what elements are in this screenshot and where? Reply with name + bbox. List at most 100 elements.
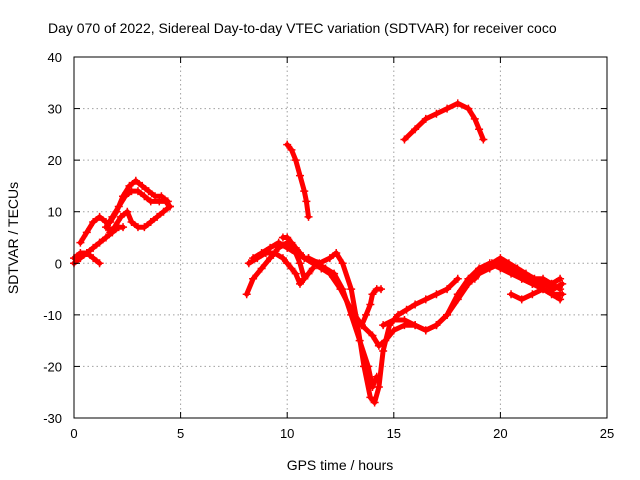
data-point: [82, 248, 91, 257]
data-point: [249, 274, 258, 283]
data-point: [432, 290, 441, 299]
data-point: [287, 145, 296, 154]
series-arc4: [106, 176, 172, 227]
data-point: [244, 259, 253, 268]
data-point: [400, 316, 409, 325]
data-point: [362, 310, 371, 319]
series-line: [402, 100, 486, 142]
data-point: [140, 192, 149, 201]
data-point: [368, 290, 377, 299]
data-point: [496, 259, 505, 268]
plot-frame: [73, 56, 608, 419]
data-point: [421, 295, 430, 304]
data-point: [242, 290, 251, 299]
series-arc11: [304, 248, 462, 407]
y-tick-label: -30: [43, 411, 62, 426]
series-arc5: [70, 248, 104, 268]
data-point: [558, 279, 567, 288]
data-point: [556, 295, 565, 304]
x-tick-label: 25: [600, 426, 614, 441]
data-point: [127, 218, 136, 227]
data-point: [432, 109, 441, 118]
data-point: [549, 285, 558, 294]
data-point: [110, 223, 119, 232]
data-point: [295, 259, 304, 268]
data-point: [283, 243, 292, 252]
series-arc10: [283, 140, 313, 221]
series-arc8: [249, 238, 567, 350]
data-point: [123, 207, 132, 216]
data-point: [464, 279, 473, 288]
data-point: [119, 192, 128, 201]
data-point: [411, 125, 420, 134]
data-point: [101, 223, 110, 232]
data-point: [157, 192, 166, 201]
data-point: [304, 254, 313, 263]
data-point: [140, 223, 149, 232]
series-line: [508, 286, 563, 302]
data-point: [315, 259, 324, 268]
data-point: [374, 383, 383, 392]
data-point: [539, 279, 548, 288]
data-point: [379, 321, 388, 330]
data-point: [377, 285, 386, 294]
data-point: [144, 187, 153, 196]
data-point: [266, 243, 275, 252]
series-line: [284, 142, 311, 220]
data-point: [125, 181, 134, 190]
data-point: [295, 171, 304, 180]
data-point: [370, 398, 379, 407]
data-point: [517, 295, 526, 304]
data-point: [507, 264, 516, 273]
data-point: [287, 238, 296, 247]
data-point: [138, 181, 147, 190]
y-tick-label: 10: [48, 205, 62, 220]
series-arc12: [357, 285, 386, 330]
series-arc13: [379, 259, 565, 335]
x-tick-label: 15: [387, 426, 401, 441]
data-point: [89, 218, 98, 227]
data-point: [558, 290, 567, 299]
series-arc17: [485, 259, 567, 294]
data-point: [159, 207, 168, 216]
data-point: [283, 140, 292, 149]
data-point: [95, 212, 104, 221]
data-point: [270, 248, 279, 257]
grid: [74, 57, 607, 418]
data-point: [95, 259, 104, 268]
data-point: [330, 269, 339, 278]
data-point: [146, 218, 155, 227]
data-point: [479, 135, 488, 144]
data-point: [300, 187, 309, 196]
data-point: [283, 259, 292, 268]
data-point: [116, 212, 125, 221]
data-point: [165, 202, 174, 211]
data-point: [153, 212, 162, 221]
data-point: [304, 212, 313, 221]
data-point: [287, 264, 296, 273]
y-axis-label: SDTVAR / TECUs: [5, 182, 21, 294]
data-point: [528, 274, 537, 283]
data-point: [357, 321, 366, 330]
series-line: [77, 204, 173, 246]
data-point: [400, 135, 409, 144]
y-tick-label: 20: [48, 153, 62, 168]
data-point: [106, 218, 115, 227]
data-point: [295, 248, 304, 257]
data-point: [291, 243, 300, 252]
data-point: [402, 305, 411, 314]
data-point: [421, 326, 430, 335]
data-point: [283, 233, 292, 242]
data-point: [133, 187, 142, 196]
data-point: [112, 207, 121, 216]
data-point: [453, 274, 462, 283]
data-point: [257, 264, 266, 273]
data-point: [332, 248, 341, 257]
y-axis: -30 -20 -10 0 10 20 30 40: [43, 50, 607, 426]
data-point: [475, 125, 484, 134]
data-point: [464, 104, 473, 113]
data-point: [131, 176, 140, 185]
data-point: [453, 295, 462, 304]
data-point: [321, 264, 330, 273]
